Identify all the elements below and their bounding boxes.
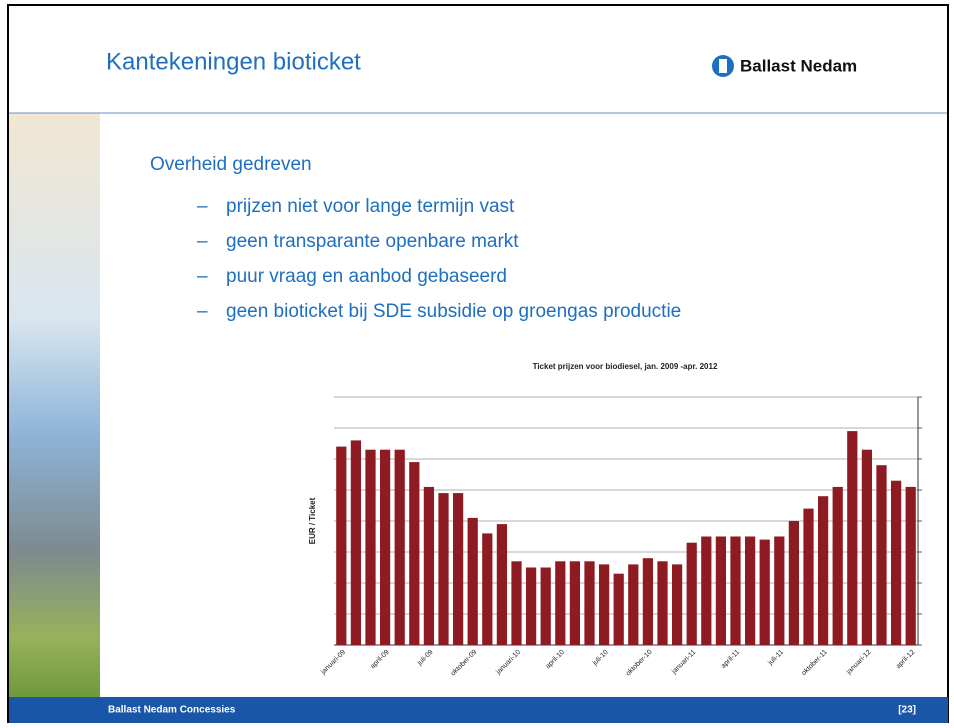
bar	[832, 486, 843, 645]
bullet-marker: –	[197, 301, 208, 322]
bar	[365, 449, 376, 645]
bar	[438, 493, 449, 645]
bar	[350, 440, 362, 645]
bullet-marker: –	[197, 196, 208, 217]
logo-icon-inner	[719, 59, 727, 73]
bar	[336, 446, 347, 645]
bar	[540, 567, 551, 645]
bullet-text: puur vraag en aanbod gebaseerd	[226, 266, 507, 287]
footer-text: Ballast Nedam Concessies	[108, 705, 236, 716]
bar	[905, 486, 916, 645]
bar	[496, 524, 508, 645]
bullet-text: geen transparante openbare markt	[226, 231, 519, 252]
bar	[511, 561, 522, 645]
side-image	[9, 113, 100, 697]
bar	[788, 521, 800, 645]
bar	[379, 449, 391, 645]
bar	[525, 567, 537, 645]
chart-title: Ticket prijzen voor biodiesel, jan. 2009…	[533, 362, 718, 371]
bar	[569, 561, 581, 645]
bullet-marker: –	[197, 231, 208, 252]
bar	[482, 533, 493, 645]
footer-bar	[9, 697, 948, 723]
heading: Overheid gedreven	[150, 154, 312, 175]
bar	[555, 561, 566, 645]
y-axis-label: EUR / Ticket	[308, 497, 317, 544]
logo-text: Ballast Nedam	[740, 56, 857, 75]
bar	[584, 561, 595, 645]
bar	[671, 564, 683, 645]
slide-title: Kantekeningen bioticket	[106, 48, 361, 75]
bar	[657, 561, 668, 645]
bullet-list: – prijzen niet voor lange termijn vast– ge…	[197, 196, 681, 322]
bar	[803, 508, 814, 645]
page-number: [23]	[898, 705, 916, 716]
bar	[423, 486, 435, 645]
bar	[817, 496, 829, 645]
bar	[861, 449, 873, 645]
bar	[847, 431, 858, 645]
bar	[686, 542, 697, 645]
bar	[774, 536, 785, 645]
bar	[876, 465, 887, 645]
bar	[394, 449, 405, 645]
bar	[467, 517, 478, 645]
bullet-text: prijzen niet voor lange termijn vast	[226, 196, 515, 217]
bar	[759, 539, 770, 645]
bullet-marker: –	[197, 266, 208, 287]
bar	[628, 564, 639, 645]
bar	[409, 462, 420, 645]
bar	[701, 536, 712, 645]
bar	[890, 480, 902, 645]
bullet-text: geen bioticket bij SDE subsidie op groen…	[226, 301, 681, 322]
bar	[613, 573, 624, 645]
bar	[744, 536, 756, 645]
bar	[642, 558, 654, 645]
bar	[730, 536, 741, 645]
bar	[452, 493, 464, 645]
bar	[715, 536, 727, 645]
bar	[598, 564, 610, 645]
